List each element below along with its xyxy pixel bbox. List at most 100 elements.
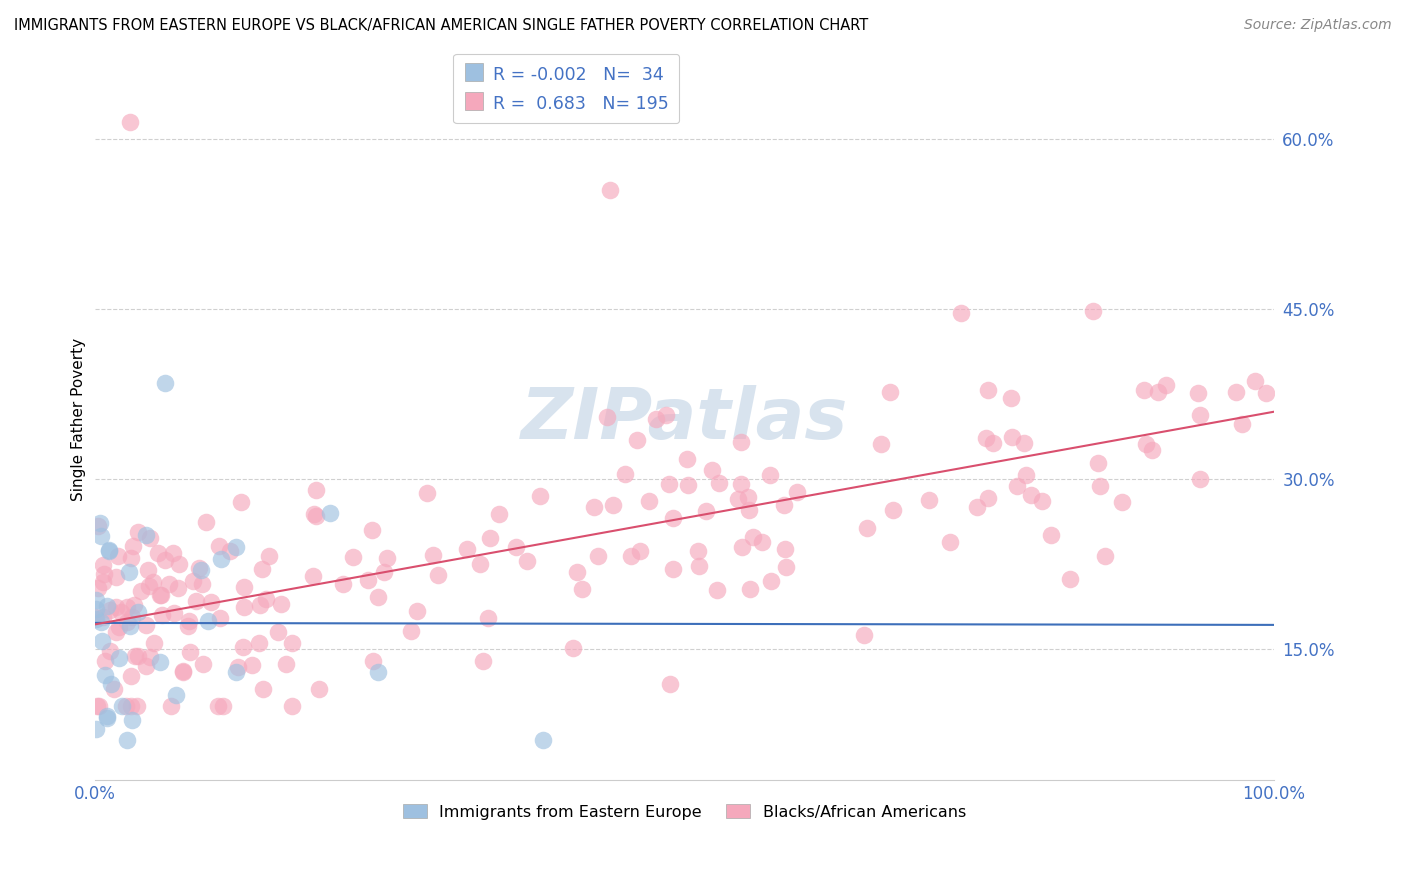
Point: [730, 477, 752, 491]
Point: [252, 681, 274, 696]
Point: [879, 384, 901, 399]
Point: [399, 624, 422, 638]
Point: [966, 500, 988, 515]
Point: [96, 708, 118, 723]
Point: [96, 710, 118, 724]
Point: [1133, 383, 1156, 397]
Point: [658, 477, 681, 491]
Point: [1140, 443, 1163, 458]
Point: [252, 562, 274, 576]
Point: [373, 565, 395, 579]
Text: IMMIGRANTS FROM EASTERN EUROPE VS BLACK/AFRICAN AMERICAN SINGLE FATHER POVERTY C: IMMIGRANTS FROM EASTERN EUROPE VS BLACK/…: [14, 18, 869, 33]
Point: [478, 531, 501, 545]
Point: [562, 640, 585, 655]
Point: [232, 599, 254, 614]
Point: [1154, 378, 1177, 392]
Point: [1059, 572, 1081, 586]
Point: [177, 614, 200, 628]
Point: [702, 463, 724, 477]
Point: [194, 515, 217, 529]
Point: [193, 657, 215, 672]
Point: [855, 521, 877, 535]
Point: [98, 543, 121, 558]
Point: [1135, 437, 1157, 451]
Point: [614, 467, 637, 481]
Point: [281, 699, 304, 714]
Point: [1019, 488, 1042, 502]
Point: [184, 594, 207, 608]
Point: [727, 491, 749, 506]
Point: [731, 541, 754, 555]
Point: [1111, 495, 1133, 509]
Point: [127, 606, 149, 620]
Point: [1087, 456, 1109, 470]
Point: [209, 552, 232, 566]
Point: [135, 659, 157, 673]
Point: [375, 551, 398, 566]
Point: [162, 546, 184, 560]
Point: [599, 183, 621, 197]
Point: [688, 558, 710, 573]
Point: [107, 549, 129, 564]
Point: [1254, 385, 1277, 400]
Point: [149, 655, 172, 669]
Point: [115, 733, 138, 747]
Point: [529, 489, 551, 503]
Point: [107, 651, 129, 665]
Point: [209, 611, 232, 625]
Point: [121, 713, 143, 727]
Point: [688, 544, 710, 558]
Point: [1146, 385, 1168, 400]
Point: [308, 681, 330, 696]
Point: [583, 500, 606, 514]
Point: [167, 557, 190, 571]
Point: [786, 484, 808, 499]
Point: [91, 574, 114, 589]
Point: [91, 558, 114, 572]
Point: [190, 563, 212, 577]
Point: [751, 535, 773, 549]
Point: [87, 581, 110, 595]
Point: [406, 604, 429, 618]
Point: [1187, 385, 1209, 400]
Point: [983, 436, 1005, 450]
Point: [84, 609, 107, 624]
Point: [138, 579, 160, 593]
Point: [662, 562, 685, 576]
Point: [86, 699, 108, 714]
Point: [207, 699, 229, 714]
Point: [305, 483, 328, 497]
Point: [1000, 392, 1022, 406]
Point: [626, 434, 648, 448]
Point: [94, 654, 117, 668]
Point: [103, 682, 125, 697]
Point: [225, 665, 247, 680]
Point: [267, 624, 290, 639]
Point: [122, 599, 145, 613]
Point: [470, 558, 492, 572]
Point: [90, 615, 112, 630]
Point: [90, 529, 112, 543]
Point: [120, 699, 142, 714]
Point: [918, 493, 941, 508]
Point: [602, 498, 624, 512]
Point: [89, 516, 111, 530]
Point: [191, 577, 214, 591]
Point: [104, 600, 127, 615]
Point: [456, 541, 478, 556]
Point: [741, 530, 763, 544]
Point: [160, 699, 183, 714]
Point: [939, 535, 962, 549]
Point: [146, 546, 169, 560]
Point: [759, 574, 782, 588]
Point: [98, 644, 121, 658]
Point: [139, 531, 162, 545]
Point: [172, 664, 194, 678]
Point: [516, 554, 538, 568]
Point: [149, 588, 172, 602]
Point: [87, 519, 110, 533]
Point: [254, 592, 277, 607]
Point: [738, 503, 761, 517]
Point: [117, 600, 139, 615]
Point: [361, 523, 384, 537]
